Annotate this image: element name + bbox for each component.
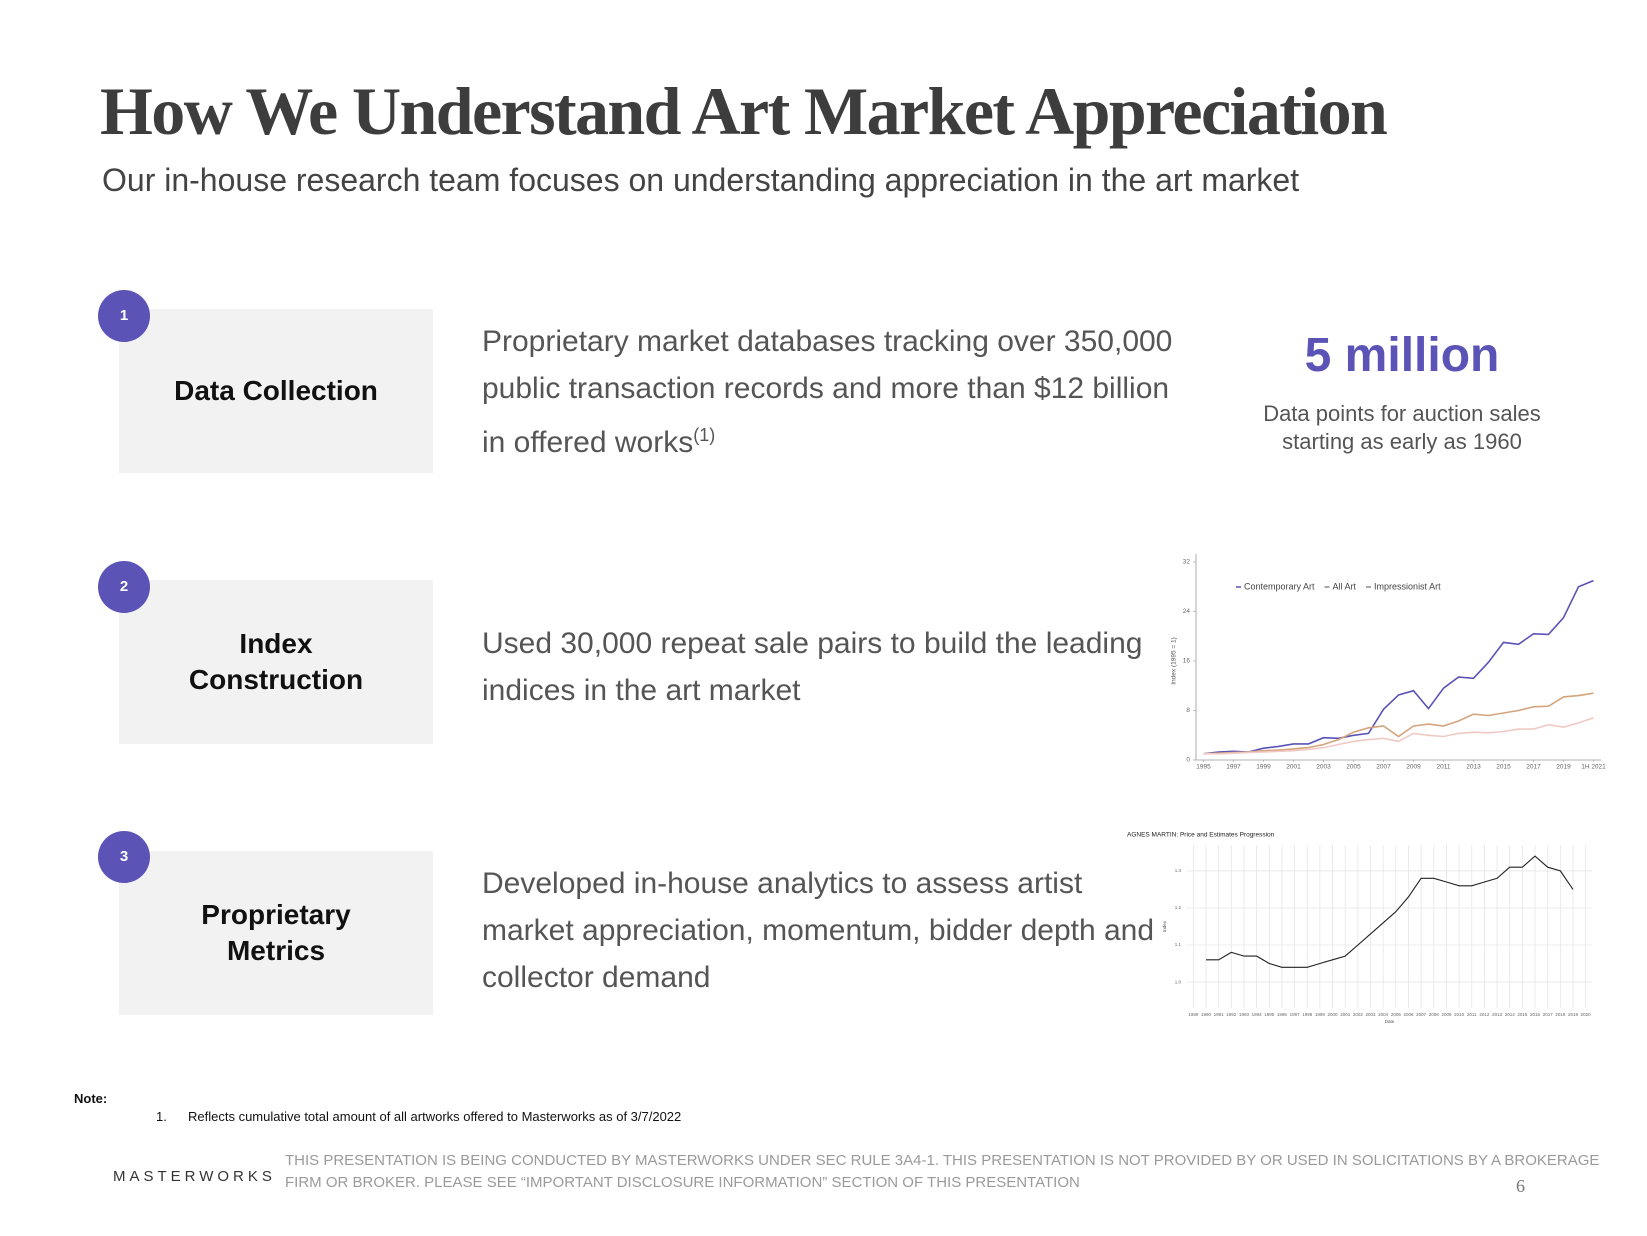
x-tick-label: 2016 <box>1530 1012 1541 1017</box>
x-tick-label: 2011 <box>1467 1012 1477 1017</box>
page-number: 6 <box>1516 1176 1525 1196</box>
chart-title: AGNES MARTIN: Price and Estimates Progre… <box>1127 832 1275 839</box>
step-description: Used 30,000 repeat sale pairs to build t… <box>482 620 1182 714</box>
x-tick-label: 2015 <box>1496 764 1511 771</box>
x-tick-label: 1997 <box>1290 1012 1301 1017</box>
description-text: Developed in-house analytics to assess a… <box>482 867 1155 994</box>
x-tick-label: 1990 <box>1201 1012 1212 1017</box>
x-tick-label: 1993 <box>1239 1012 1250 1017</box>
x-tick-label: 2003 <box>1316 764 1331 771</box>
y-tick-label: 16 <box>1183 658 1191 665</box>
x-tick-label: 1992 <box>1226 1012 1237 1017</box>
disclaimer: THIS PRESENTATION IS BEING CONDUCTED BY … <box>285 1152 1600 1191</box>
step-description: Proprietary market databases tracking ov… <box>482 318 1182 466</box>
y-tick-label: 24 <box>1183 608 1191 615</box>
description-text: Used 30,000 repeat sale pairs to build t… <box>482 627 1143 707</box>
step-box: Data Collection <box>119 309 433 473</box>
x-tick-label: 2010 <box>1454 1012 1465 1017</box>
step-label: Data Collection <box>174 375 378 406</box>
series-line <box>1203 579 1594 755</box>
x-tick-label: 2011 <box>1437 764 1451 771</box>
series-line <box>1206 855 1574 968</box>
x-tick-label: 2019 <box>1568 1012 1579 1017</box>
legend-label: Contemporary Art <box>1244 581 1315 591</box>
x-tick-label: 2012 <box>1479 1012 1490 1017</box>
footnote-ref: (1) <box>693 425 716 445</box>
y-tick-label: 32 <box>1183 559 1191 566</box>
x-tick-label: 2000 <box>1328 1012 1339 1017</box>
note-number: 1. <box>156 1109 167 1124</box>
x-tick-label: 1989 <box>1188 1012 1199 1017</box>
x-tick-label: 1999 <box>1315 1012 1326 1017</box>
x-tick-label: 2007 <box>1376 764 1391 771</box>
y-tick-label: 8 <box>1186 707 1190 714</box>
x-tick-label: 1999 <box>1256 764 1271 771</box>
x-tick-label: 1H 2021 <box>1581 764 1606 771</box>
x-tick-label: 1998 <box>1302 1012 1313 1017</box>
x-tick-label: 2015 <box>1517 1012 1528 1017</box>
x-tick-label: 2013 <box>1466 764 1481 771</box>
title: How We Understand Art Market Appreciatio… <box>100 73 1388 149</box>
x-tick-label: 1995 <box>1264 1012 1275 1017</box>
legend-label: All Art <box>1333 581 1357 591</box>
highlight-value: 5 million <box>1304 329 1500 382</box>
x-tick-label: 2007 <box>1416 1012 1427 1017</box>
x-tick-label: 2013 <box>1492 1012 1503 1017</box>
subtitle: Our in-house research team focuses on un… <box>102 162 1300 198</box>
x-tick-label: 2005 <box>1391 1012 1402 1017</box>
note-text: Reflects cumulative total amount of all … <box>188 1109 682 1124</box>
series-line <box>1203 692 1594 755</box>
x-tick-label: 2001 <box>1340 1012 1351 1017</box>
legend-label: Impressionist Art <box>1374 581 1441 591</box>
x-tick-label: 1995 <box>1196 764 1211 771</box>
step-box: Proprietary Metrics <box>119 851 433 1015</box>
x-tick-label: 2009 <box>1441 1012 1452 1017</box>
x-tick-label: 1994 <box>1252 1012 1263 1017</box>
x-tick-label: 2018 <box>1555 1012 1566 1017</box>
x-tick-label: 2020 <box>1581 1012 1592 1017</box>
x-tick-label: 1996 <box>1277 1012 1288 1017</box>
x-tick-label: 2003 <box>1366 1012 1377 1017</box>
step-box: Index Construction <box>119 580 433 744</box>
x-tick-label: 1997 <box>1226 764 1241 771</box>
step-label: Proprietary Metrics <box>201 899 351 966</box>
x-tick-label: 2008 <box>1429 1012 1440 1017</box>
description-text: Proprietary market databases tracking ov… <box>482 325 1173 459</box>
note-label: Note: <box>74 1091 108 1106</box>
logo: MASTERWORKS <box>113 1168 276 1185</box>
x-tick-label: 2001 <box>1286 764 1301 771</box>
step-label: Index Construction <box>188 628 364 695</box>
x-tick-label: 2017 <box>1526 764 1541 771</box>
x-tick-label: 2006 <box>1403 1012 1414 1017</box>
x-tick-label: 2014 <box>1505 1012 1516 1017</box>
x-tick-label: 2019 <box>1556 764 1571 771</box>
y-tick-label: 0 <box>1186 757 1190 764</box>
step-description: Developed in-house analytics to assess a… <box>482 860 1182 1001</box>
highlight-caption: Data points for auction sales starting a… <box>1263 401 1541 454</box>
x-tick-label: 2017 <box>1543 1012 1554 1017</box>
x-axis-label: Date <box>1385 1019 1395 1024</box>
x-tick-label: 2004 <box>1378 1012 1389 1017</box>
series-line <box>1203 717 1594 755</box>
x-tick-label: 2005 <box>1346 764 1361 771</box>
x-tick-label: 1991 <box>1214 1012 1225 1017</box>
x-tick-label: 2009 <box>1406 764 1421 771</box>
x-tick-label: 2002 <box>1353 1012 1364 1017</box>
